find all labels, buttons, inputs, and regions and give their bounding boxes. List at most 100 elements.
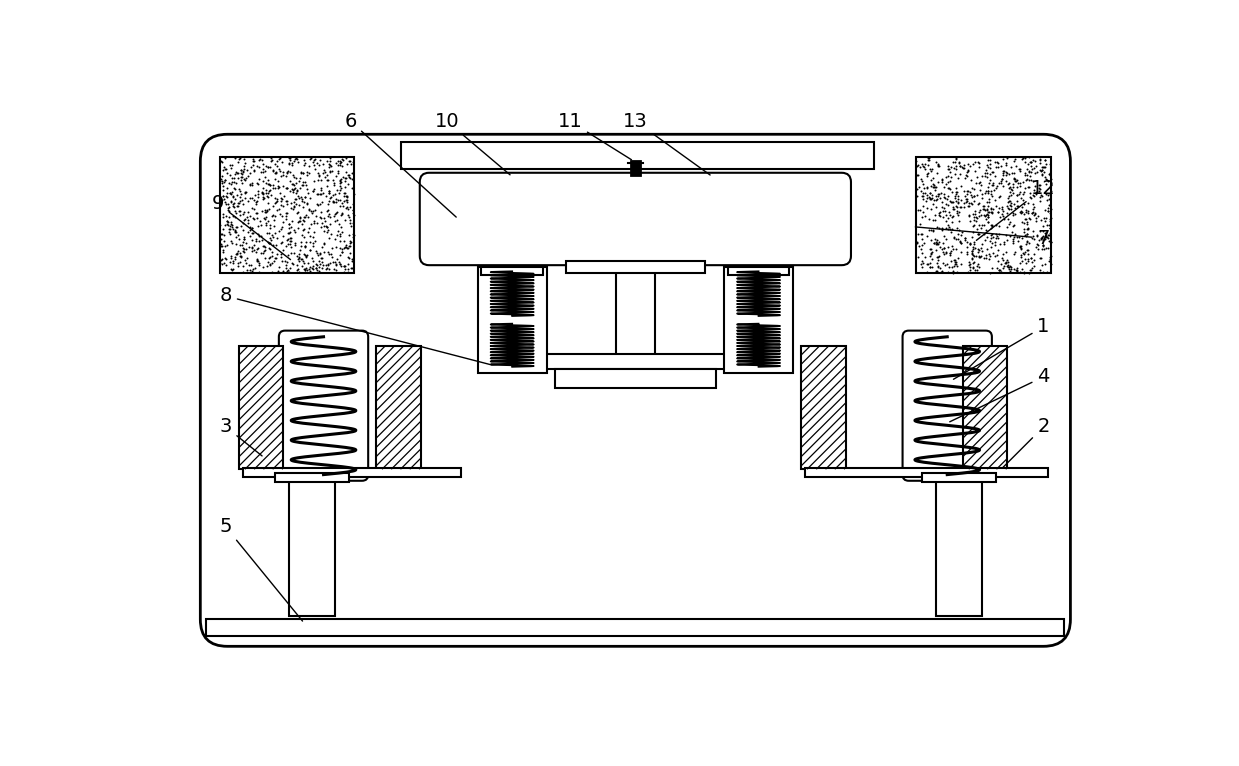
- Point: [1025, 209, 1044, 221]
- Bar: [727, 267, 789, 275]
- Point: [983, 207, 1002, 219]
- Point: [263, 200, 282, 212]
- Point: [276, 165, 296, 178]
- Point: [994, 153, 1014, 165]
- Point: [907, 183, 927, 195]
- Point: [321, 248, 341, 260]
- Point: [239, 241, 259, 254]
- Point: [989, 178, 1009, 190]
- Point: [949, 234, 969, 246]
- Point: [994, 212, 1014, 224]
- Point: [994, 169, 1014, 181]
- Point: [940, 171, 960, 183]
- Point: [968, 188, 987, 201]
- Point: [1038, 234, 1058, 247]
- Point: [330, 187, 349, 199]
- Point: [243, 152, 263, 165]
- Point: [1030, 185, 1049, 198]
- Point: [276, 207, 296, 219]
- Point: [991, 175, 1011, 188]
- Point: [1040, 159, 1059, 171]
- Point: [952, 179, 971, 192]
- Point: [227, 247, 247, 259]
- Point: [223, 191, 243, 203]
- Point: [341, 221, 361, 233]
- Point: [331, 249, 351, 261]
- Point: [913, 188, 933, 200]
- Point: [253, 191, 273, 203]
- Point: [1011, 207, 1031, 219]
- Point: [964, 262, 984, 274]
- Point: [926, 181, 945, 193]
- Point: [981, 178, 1001, 191]
- Point: [934, 242, 954, 254]
- Point: [260, 184, 280, 196]
- Bar: [477, 267, 546, 373]
- Point: [248, 220, 268, 232]
- Point: [312, 262, 332, 274]
- Point: [318, 205, 338, 217]
- Point: [260, 179, 280, 192]
- Point: [212, 257, 232, 270]
- Point: [273, 155, 292, 168]
- Point: [227, 248, 247, 260]
- Point: [921, 193, 940, 205]
- Text: 6: 6: [344, 112, 456, 217]
- Point: [256, 217, 276, 229]
- Point: [992, 167, 1012, 179]
- Point: [294, 247, 313, 260]
- Point: [1007, 174, 1027, 186]
- Point: [290, 172, 310, 184]
- Point: [923, 194, 943, 206]
- Point: [1016, 213, 1036, 225]
- Point: [243, 265, 263, 277]
- Point: [933, 246, 953, 258]
- Point: [230, 209, 250, 221]
- Point: [256, 204, 276, 216]
- Point: [337, 242, 357, 254]
- Point: [1002, 178, 1022, 190]
- Point: [1031, 165, 1051, 177]
- Point: [989, 255, 1009, 267]
- Point: [973, 200, 992, 212]
- Point: [233, 239, 253, 251]
- Point: [1031, 164, 1051, 176]
- Point: [992, 248, 1012, 260]
- Point: [918, 167, 938, 179]
- Point: [940, 195, 960, 207]
- Point: [245, 233, 265, 245]
- Point: [917, 182, 937, 194]
- Point: [1022, 198, 1042, 211]
- Point: [238, 170, 258, 182]
- Point: [979, 154, 999, 166]
- Point: [1000, 195, 1020, 207]
- Point: [287, 250, 307, 263]
- Point: [964, 211, 984, 223]
- Point: [976, 196, 996, 208]
- Point: [284, 183, 304, 195]
- Point: [289, 216, 309, 228]
- Point: [942, 240, 961, 252]
- Point: [318, 187, 338, 199]
- Point: [917, 192, 937, 204]
- Point: [276, 195, 296, 208]
- Point: [320, 158, 339, 170]
- Point: [1010, 231, 1030, 243]
- Point: [952, 237, 971, 249]
- Point: [237, 243, 256, 255]
- Point: [240, 167, 260, 179]
- Text: 5: 5: [219, 518, 302, 621]
- Point: [290, 244, 310, 256]
- Bar: [724, 267, 793, 373]
- Point: [1020, 170, 1040, 182]
- Point: [280, 226, 300, 238]
- Point: [938, 162, 958, 175]
- Point: [952, 246, 971, 258]
- Point: [295, 211, 315, 223]
- Point: [960, 258, 980, 270]
- Point: [999, 182, 1018, 194]
- Point: [949, 205, 969, 218]
- Point: [240, 192, 260, 204]
- Point: [1001, 264, 1021, 277]
- Point: [216, 252, 235, 264]
